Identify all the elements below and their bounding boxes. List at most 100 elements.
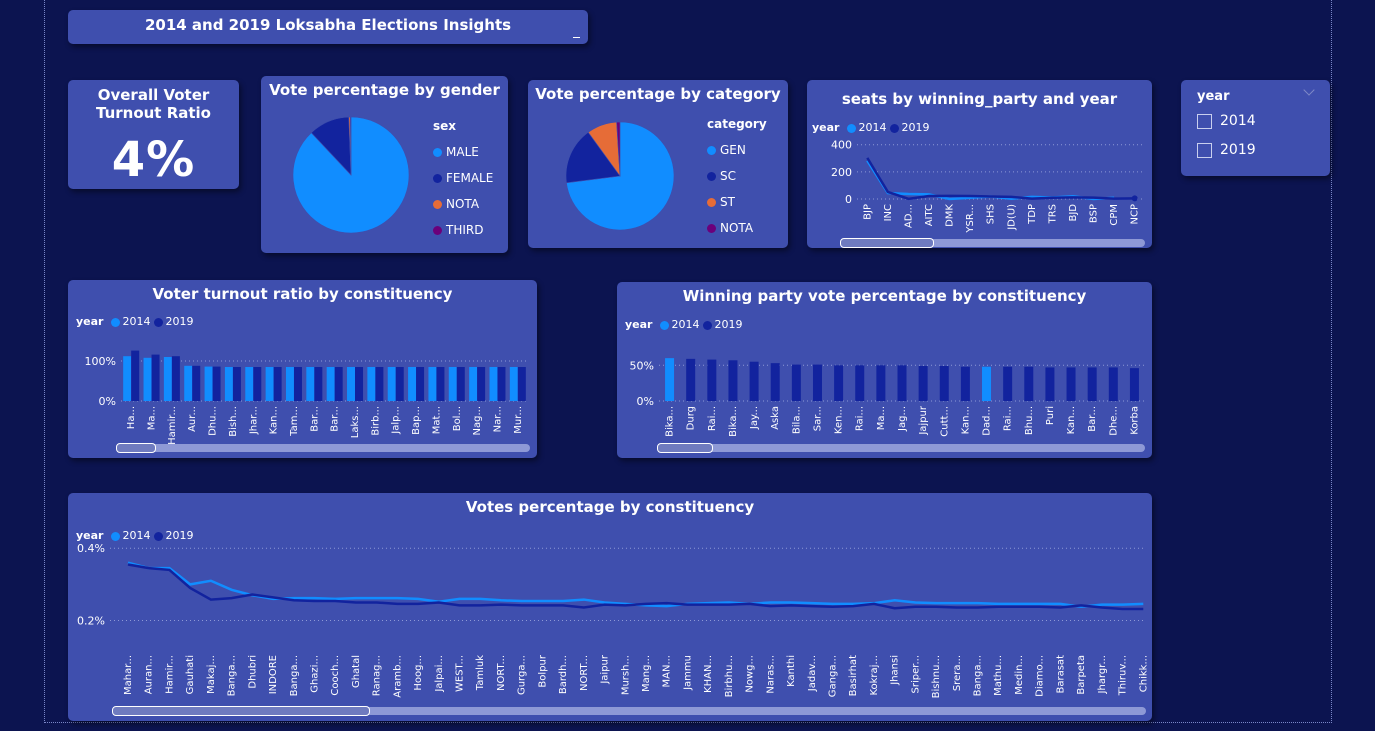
x-tick-label: Mat... [431,406,442,434]
x-tick-label: Mur... [513,406,524,434]
bar-2019 [1129,368,1139,401]
x-tick-label: Ranag... [372,655,383,696]
horizontal-scrollbar[interactable] [840,238,1145,248]
bar-2019 [212,366,221,401]
gender-pie-chart[interactable] [261,76,508,253]
category-pie-chart[interactable] [528,80,788,248]
legend-marker [707,224,716,233]
x-tick-label: Gurga... [517,655,528,695]
x-tick-label: Birb... [370,406,381,436]
legend-item-male[interactable]: MALE [433,139,493,165]
x-tick-label: Bol... [452,406,463,431]
legend-item-nota[interactable]: NOTA [433,191,493,217]
bar-2014 [285,367,294,401]
x-tick-label: Jay... [749,406,760,430]
x-tick-label: Bar... [309,406,320,432]
y-tick-label: 0% [99,395,116,408]
x-tick-label: Ma... [147,406,158,430]
seats-line-chart[interactable]: 400 200 0 BJP INC AD... AITC DMK YSR... SHS JD(U) T… [807,80,1152,248]
minimize-icon[interactable] [573,37,580,38]
bar-2019 [939,366,949,401]
legend-item-gen[interactable]: GEN [707,137,767,163]
legend-title: year [76,315,104,328]
legend-label: ST [720,195,735,209]
x-tick-label: Birbhu... [724,655,735,697]
bar-2019 [686,358,696,401]
x-tick-label: BSP [1089,204,1100,223]
bar-2019 [1003,366,1013,401]
x-tick-label: Jhargr... [1097,655,1108,694]
legend-marker [707,172,716,181]
bar-2019 [1045,367,1055,401]
legend-item-nota[interactable]: NOTA [707,215,767,241]
gender-pie-card[interactable]: Vote percentage by gender sex MALE FEMALE… [261,76,508,253]
chart-title: Votes percentage by constituency [465,498,755,516]
horizontal-scrollbar[interactable] [657,443,1145,453]
bar-2019 [876,365,886,401]
bar-2019 [131,350,140,401]
category-pie-card[interactable]: Vote percentage by category category GEN… [528,80,788,248]
bar-2014 [665,358,675,401]
slicer-option-2019[interactable]: 2019 [1197,142,1256,158]
x-tick-label: AD... [903,204,914,228]
bar-2014 [143,357,152,401]
year-slicer[interactable]: year 2014 2019 [1181,80,1330,176]
gender-legend: sex MALE FEMALE NOTA THIRD [433,119,493,243]
legend-item-third[interactable]: THIRD [433,217,493,243]
winning-party-card[interactable]: Winning party vote percentage by constit… [617,282,1152,458]
pie-slice-sc [565,131,621,184]
x-tick-label: Banga... [973,655,984,696]
x-tick-label: Banga... [289,655,300,696]
legend-item-st[interactable]: ST [707,189,767,215]
legend-label: SC [720,169,736,183]
x-tick-label: Nar... [492,406,503,432]
bar-2014 [367,367,376,401]
y-tick-label: 0% [637,395,654,408]
bar-2014 [469,367,478,401]
winning-party-bar-chart[interactable]: 50% 0% Bika... Durg Rai... Bika... Jay... Aska B… [617,282,1152,458]
x-tick-label: Aur... [187,406,198,432]
x-tick-label: Aramb... [392,655,403,698]
x-tick-label: Bika... [728,406,739,437]
bar-2019 [456,367,465,401]
bar-2014 [245,367,254,401]
header-card: 2014 and 2019 Loksabha Elections Insight… [68,10,588,44]
scrollbar-thumb[interactable] [657,443,713,453]
x-tick-label: Ken... [834,406,845,434]
x-tick-label: Tam... [289,406,300,437]
x-tick-label: Jag... [897,406,908,432]
turnout-bar-chart[interactable]: 100% 0% Ha... Ma... Hamir... Aur... Dhu... Bish… [68,280,537,458]
x-tick-label: Laks... [350,406,361,438]
x-tick-label: Tamluk [475,655,486,691]
slicer-option-2014[interactable]: 2014 [1197,113,1256,129]
bar-2019 [770,363,780,401]
x-tick-label: Jadav... [807,655,818,692]
horizontal-scrollbar[interactable] [112,706,1146,716]
x-tick-label: Bardh... [558,655,569,694]
checkbox[interactable] [1197,142,1212,158]
x-tick-label: BJP [862,204,873,220]
legend-item-female[interactable]: FEMALE [433,165,493,191]
checkbox[interactable] [1197,113,1212,129]
scrollbar-thumb[interactable] [840,238,934,248]
scrollbar-thumb[interactable] [112,706,370,716]
x-tick-label: Sar... [812,406,823,431]
legend-title: category [707,117,767,131]
x-tick-label: INC [883,204,894,221]
x-tick-label: Hamir... [167,406,178,445]
bar-2019 [151,354,160,401]
bar-2014 [265,367,274,401]
legend-item-sc[interactable]: SC [707,163,767,189]
scrollbar-thumb[interactable] [116,443,156,453]
legend-label: FEMALE [446,171,494,185]
turnout-constituency-card[interactable]: Voter turnout ratio by constituency year… [68,280,537,458]
chevron-down-icon[interactable] [1303,84,1315,96]
votes-constituency-card[interactable]: Votes percentage by constituency year 201… [68,493,1152,721]
bar-2014 [408,367,417,401]
legend-marker [707,146,716,155]
bar-2019 [960,366,970,401]
seats-party-card[interactable]: seats by winning_party and year year 2014… [807,80,1152,248]
votes-line-chart[interactable]: 0.4% 0.2% Mahar... Auran... Hamir... Gauhati M… [68,493,1152,721]
horizontal-scrollbar[interactable] [116,443,530,453]
chart-legend: year 2014 2019 [76,529,193,542]
